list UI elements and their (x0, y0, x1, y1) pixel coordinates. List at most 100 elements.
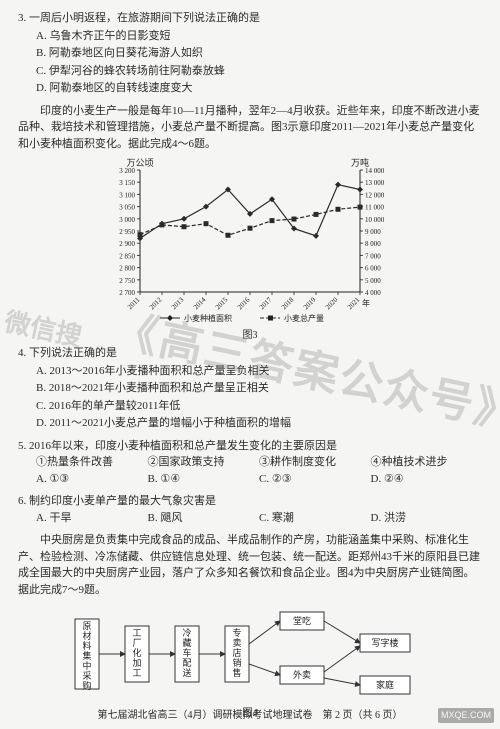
svg-text:店: 店 (232, 647, 241, 658)
svg-text:5 000: 5 000 (365, 277, 381, 285)
svg-text:专: 专 (232, 627, 241, 638)
q3-opt-b: B. 阿勒泰地区向日葵花海游人如织 (36, 45, 482, 62)
q6-opt-d: D. 洪涝 (371, 510, 483, 527)
svg-text:料: 料 (82, 640, 91, 651)
svg-text:采: 采 (82, 671, 91, 681)
chart-figure-3: 万公顷万吨2 7002 7502 8002 8502 9002 9503 000… (18, 156, 482, 326)
svg-text:2017: 2017 (258, 295, 274, 311)
svg-text:车: 车 (182, 647, 191, 658)
q4-opt-a: A. 2013～2016年小麦播种面积和总产量呈负相关 (36, 363, 482, 380)
svg-text:7 000: 7 000 (365, 252, 381, 260)
svg-text:2019: 2019 (302, 295, 318, 311)
svg-text:2 800: 2 800 (119, 265, 135, 273)
passage-2: 中央厨房是负责集中完成食品的成品、半成品制作的产房，功能涵盖集中采购、标准化生产… (18, 532, 482, 598)
q5-stem: 5. 2016年以来，印度小麦种植面积和总产量发生变化的主要原因是 (18, 438, 482, 455)
svg-text:中: 中 (82, 660, 91, 671)
svg-text:3 000: 3 000 (119, 216, 135, 224)
svg-text:小麦种植面积: 小麦种植面积 (184, 313, 232, 323)
svg-text:原: 原 (82, 621, 91, 631)
svg-text:2 700: 2 700 (119, 289, 135, 297)
svg-text:送: 送 (182, 667, 191, 678)
svg-text:化: 化 (132, 647, 141, 658)
svg-text:12 000: 12 000 (365, 191, 385, 199)
flowchart-svg: 原材料集中采购工厂化加工冷藏车配送专卖店销售堂吃外卖写字楼家庭 (70, 604, 430, 704)
q5-opt-c: C. ②③ (259, 471, 371, 488)
svg-text:工: 工 (132, 628, 141, 638)
q5-sub-3: ③耕作制度变化 (259, 454, 371, 471)
svg-text:写字楼: 写字楼 (371, 637, 398, 648)
svg-text:11 000: 11 000 (365, 204, 384, 212)
q4-stem: 4. 下列说法正确的是 (18, 345, 482, 362)
chart-caption: 图3 (18, 328, 482, 343)
q5-opt-b: B. ①④ (148, 471, 260, 488)
q4-opt-b: B. 2018～2021年小麦播种面积和总产量呈正相关 (36, 380, 482, 397)
chart-svg: 万公顷万吨2 7002 7502 8002 8502 9002 9503 000… (100, 156, 400, 326)
svg-text:外卖: 外卖 (293, 669, 311, 680)
svg-text:2 950: 2 950 (119, 228, 135, 236)
svg-text:2021: 2021 (346, 295, 362, 311)
svg-text:10 000: 10 000 (365, 216, 385, 224)
svg-text:材: 材 (82, 630, 91, 641)
q5-subopts: ①热量条件改善 ②国家政策支持 ③耕作制度变化 ④种植技术进步 (18, 454, 482, 471)
svg-text:工: 工 (132, 668, 141, 678)
svg-text:3 150: 3 150 (119, 179, 135, 187)
q5-opt-a: A. ①③ (36, 471, 148, 488)
svg-text:2015: 2015 (214, 295, 230, 311)
svg-text:2 850: 2 850 (119, 252, 135, 260)
svg-text:14 000: 14 000 (365, 167, 385, 175)
svg-text:家庭: 家庭 (376, 679, 394, 690)
q4-options: A. 2013～2016年小麦播种面积和总产量呈负相关 B. 2018～2021… (18, 363, 482, 432)
svg-text:8 000: 8 000 (365, 240, 381, 248)
svg-text:售: 售 (232, 667, 241, 678)
svg-text:2020: 2020 (324, 295, 340, 311)
svg-text:堂吃: 堂吃 (293, 615, 311, 626)
svg-text:2 750: 2 750 (119, 277, 135, 285)
svg-text:2011: 2011 (126, 295, 142, 311)
flowchart-figure-4: 原材料集中采购工厂化加工冷藏车配送专卖店销售堂吃外卖写字楼家庭 (18, 604, 482, 704)
svg-text:2013: 2013 (170, 295, 186, 311)
q3-opt-c: C. 伊犁河谷的蜂农转场前往阿勒泰放蜂 (36, 63, 482, 80)
q6-opt-b: B. 飓风 (148, 510, 260, 527)
svg-text:6 000: 6 000 (365, 265, 381, 273)
svg-text:厂: 厂 (132, 638, 141, 648)
svg-text:冷: 冷 (182, 627, 191, 638)
svg-text:3 100: 3 100 (119, 191, 135, 199)
svg-text:藏: 藏 (182, 637, 191, 648)
q3-opt-d: D. 阿勒泰地区的自转线速度变大 (36, 80, 482, 97)
svg-text:2018: 2018 (280, 295, 296, 311)
svg-text:2 900: 2 900 (119, 240, 135, 248)
svg-text:卖: 卖 (232, 638, 241, 648)
q6-opt-c: C. 寒潮 (259, 510, 371, 527)
svg-text:9 000: 9 000 (365, 228, 381, 236)
q5-sub-2: ②国家政策支持 (148, 454, 260, 471)
q3-options: A. 乌鲁木齐正午的日影变短 B. 阿勒泰地区向日葵花海游人如织 C. 伊犁河谷… (18, 28, 482, 97)
q5-sub-4: ④种植技术进步 (371, 454, 483, 471)
svg-text:集: 集 (82, 650, 91, 661)
svg-text:年: 年 (362, 298, 370, 308)
question-5: 5. 2016年以来，印度小麦种植面积和总产量发生变化的主要原因是 ①热量条件改… (18, 438, 482, 488)
page-footer: 第七届湖北省高三（4月）调研模拟考试地理试卷 第 2 页（共 6 页） (0, 708, 500, 723)
q5-opt-d: D. ②④ (371, 471, 483, 488)
q3-opt-a: A. 乌鲁木齐正午的日影变短 (36, 28, 482, 45)
svg-text:3 050: 3 050 (119, 204, 135, 212)
svg-text:13 000: 13 000 (365, 179, 385, 187)
question-3: 3. 一周后小明返程，在旅游期间下列说法正确的是 A. 乌鲁木齐正午的日影变短 … (18, 10, 482, 97)
q6-opt-a: A. 干旱 (36, 510, 148, 527)
svg-text:配: 配 (182, 658, 191, 668)
svg-text:加: 加 (132, 658, 141, 668)
q6-options: A. 干旱 B. 飓风 C. 寒潮 D. 洪涝 (18, 510, 482, 527)
svg-text:2014: 2014 (192, 295, 208, 311)
svg-text:2016: 2016 (236, 295, 252, 311)
svg-text:小麦总产量: 小麦总产量 (284, 313, 324, 323)
svg-text:2012: 2012 (148, 295, 164, 311)
svg-text:销: 销 (232, 657, 241, 668)
svg-text:购: 购 (82, 680, 91, 691)
site-watermark: MXQE.COM (438, 708, 494, 724)
q3-stem: 3. 一周后小明返程，在旅游期间下列说法正确的是 (18, 10, 482, 27)
q6-stem: 6. 制约印度小麦单产量的最大气象灾害是 (18, 493, 482, 510)
q4-opt-d: D. 2011～2021小麦总产量的增幅小于种植面积的增幅 (36, 415, 482, 432)
question-6: 6. 制约印度小麦单产量的最大气象灾害是 A. 干旱 B. 飓风 C. 寒潮 D… (18, 493, 482, 526)
passage-1: 印度的小麦生产一般是每年10—11月播种，翌年2—4月收获。近些年来，印度不断改… (18, 103, 482, 153)
svg-text:3 200: 3 200 (119, 167, 135, 175)
q5-options: A. ①③ B. ①④ C. ②③ D. ②④ (18, 471, 482, 488)
